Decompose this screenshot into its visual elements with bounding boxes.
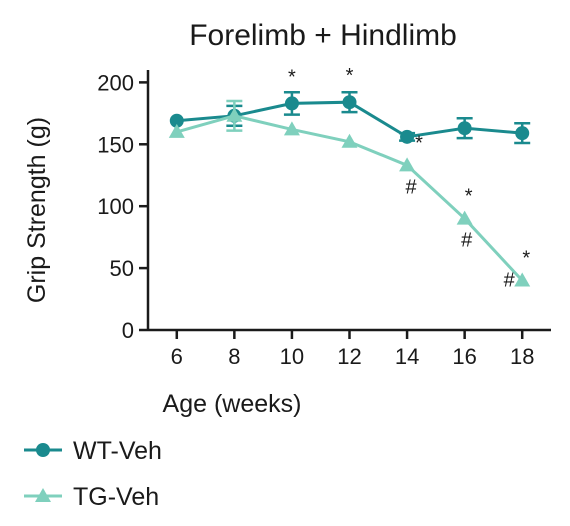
x-tick-label: 16 (452, 344, 476, 369)
significance-asterisk: * (288, 66, 296, 88)
significance-asterisk: * (415, 132, 423, 154)
series-layer (168, 91, 531, 287)
data-point (168, 123, 185, 138)
series-tg-veh (168, 99, 531, 287)
significance-asterisk: * (522, 247, 530, 269)
x-tick-label: 12 (337, 344, 361, 369)
data-point (514, 272, 531, 287)
data-point (456, 210, 473, 225)
data-point (169, 113, 184, 128)
y-tick-label: 0 (122, 318, 134, 343)
legend-label: TG-Veh (73, 483, 159, 511)
x-tick-label: 6 (171, 344, 183, 369)
legend-marker (35, 488, 51, 502)
axes: 0 50 100 150 200 6 8 10 12 14 16 18 (97, 70, 551, 369)
data-point (284, 96, 299, 111)
significance-asterisk: * (346, 65, 354, 87)
data-point (515, 126, 530, 141)
x-tick-label: 10 (280, 344, 304, 369)
data-point (342, 95, 357, 110)
data-point (400, 129, 415, 144)
annotations: * * * # * # * # (288, 65, 530, 291)
y-tick-label: 50 (110, 256, 134, 281)
x-tick-label: 18 (510, 344, 534, 369)
significance-hash: # (461, 230, 473, 252)
chart-title: Forelimb + Hindlimb (189, 19, 457, 52)
x-tick-label: 8 (228, 344, 240, 369)
legend-marker (36, 443, 50, 457)
x-tick-label: 14 (395, 344, 419, 369)
data-point (226, 107, 243, 122)
legend-label: WT-Veh (73, 437, 162, 465)
data-point (341, 133, 358, 148)
legend-item-tg-veh: TG-Veh (24, 483, 159, 511)
significance-hash: # (504, 269, 516, 291)
x-axis-label: Age (weeks) (163, 390, 302, 418)
y-tick-label: 200 (97, 70, 134, 95)
legend: WT-Veh TG-Veh (24, 437, 162, 511)
significance-asterisk: * (465, 186, 473, 208)
y-tick-label: 150 (97, 132, 134, 157)
y-axis-label: Grip Strength (g) (23, 117, 51, 303)
data-point (283, 121, 300, 136)
data-point (457, 121, 472, 136)
legend-item-wt-veh: WT-Veh (24, 437, 162, 465)
y-tick-label: 100 (97, 194, 134, 219)
data-point (399, 157, 416, 172)
significance-hash: # (406, 176, 418, 198)
